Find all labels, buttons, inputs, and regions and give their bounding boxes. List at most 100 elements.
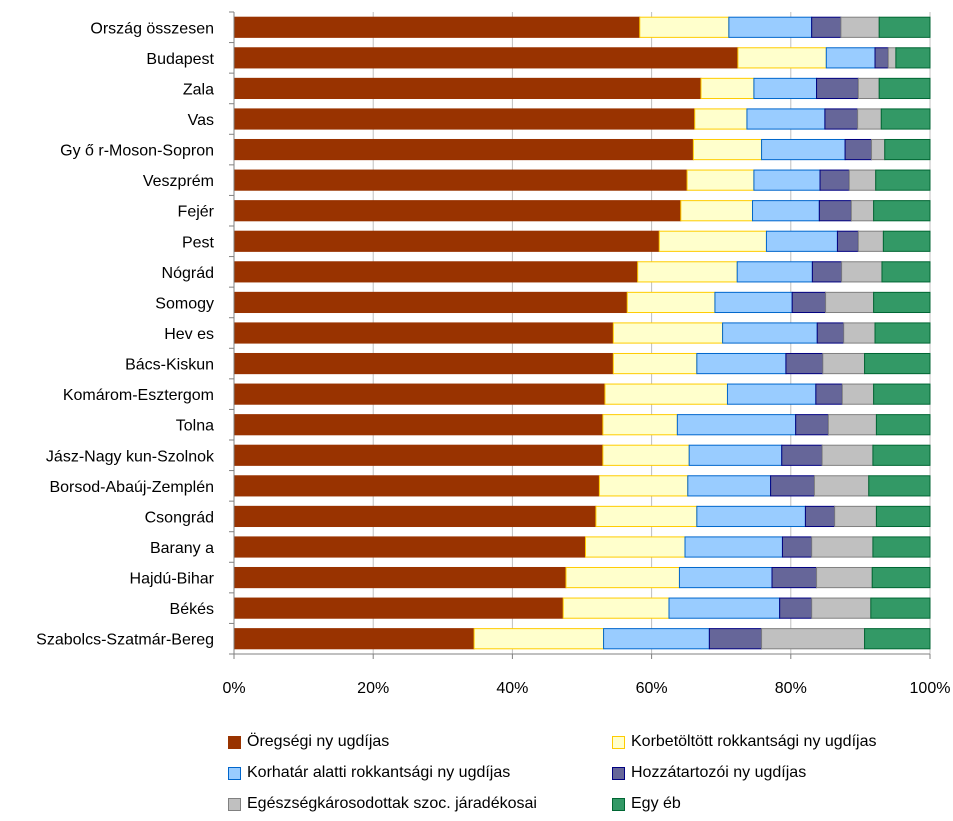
bar-segment	[850, 200, 875, 222]
bar-segment	[779, 597, 813, 619]
legend-item: Egészségkárosodottak szoc. járadékosai	[228, 795, 537, 813]
category-label: Zala	[183, 81, 214, 98]
bar-segment	[233, 291, 628, 314]
category-label: Vas	[188, 112, 214, 129]
bar-segment	[233, 475, 600, 497]
bar-segment	[816, 566, 873, 589]
bar-segment	[821, 444, 874, 466]
bar-segment	[882, 230, 931, 252]
legend-swatch	[228, 797, 241, 811]
bar-segment	[612, 322, 724, 344]
category-label: Pest	[182, 234, 215, 251]
bar-segment	[881, 261, 931, 283]
legend-item: Korbetöltött rokkantsági ny ugdíjas	[612, 733, 876, 751]
legend-swatch	[612, 735, 625, 749]
bar-segment	[602, 444, 690, 466]
bar-segment	[233, 566, 567, 589]
bar-segment	[834, 505, 877, 528]
bar-segment	[603, 628, 710, 650]
bar-segment	[708, 628, 763, 650]
bar-segment	[637, 261, 738, 283]
bar-segment	[872, 444, 931, 466]
bar-segment	[233, 261, 639, 283]
x-tick-label: 0%	[222, 680, 245, 697]
bar-segment	[700, 77, 755, 100]
bar-segment	[791, 291, 827, 314]
category-label: Jász-Nagy kun-Szolnok	[46, 448, 215, 465]
bar-segment	[864, 628, 931, 650]
bar-segment	[771, 566, 818, 589]
bar-segment	[694, 108, 748, 130]
bar-segment	[864, 352, 931, 375]
bar-segment	[692, 138, 763, 161]
bar-segment	[584, 536, 686, 558]
legend-label: Egy éb	[631, 795, 681, 812]
bar-segment	[873, 291, 931, 314]
bar-segment	[873, 200, 931, 222]
bar-segment	[871, 138, 886, 161]
x-tick-label: 100%	[910, 680, 951, 697]
axis	[229, 11, 931, 659]
bar-segment	[753, 77, 818, 100]
bar-segment	[811, 536, 874, 558]
legend-item: Öregségi ny ugdíjas	[228, 733, 389, 751]
category-label: Szabolcs-Szatmár-Bereg	[36, 632, 214, 649]
x-tick-label: 20%	[357, 680, 389, 697]
legend-item: Korhatár alatti rokkantsági ny ugdíjas	[228, 764, 510, 782]
category-label: Gy ő r-Moson-Sopron	[60, 143, 214, 160]
bar-segment	[562, 597, 670, 619]
bar-segment	[895, 47, 931, 69]
bar-segment	[626, 291, 716, 314]
bar-segment	[736, 261, 813, 283]
bar-segment	[761, 628, 866, 650]
bar-segment	[770, 475, 815, 497]
bar-segment	[878, 77, 931, 100]
bar-segment	[811, 16, 842, 38]
category-label: Nógrád	[162, 265, 214, 282]
bar-segment	[233, 230, 660, 252]
bar-segment	[473, 628, 605, 650]
bar-segment	[857, 230, 884, 252]
bar-segment	[668, 597, 781, 619]
bar-segment	[841, 383, 875, 405]
bar-segment	[737, 47, 827, 69]
bar-segment	[746, 108, 826, 130]
bar-segment	[714, 291, 793, 314]
bar-segment	[873, 383, 931, 405]
category-label: Hev es	[164, 326, 214, 343]
bar-segment	[827, 414, 877, 436]
bar-segment	[233, 108, 696, 130]
bar-segment	[816, 322, 845, 344]
category-label: Fejér	[178, 204, 215, 221]
tick-labels: 0% 20% 40% 60% 80% 100%	[222, 680, 950, 697]
category-label: Komárom-Esztergom	[63, 387, 214, 404]
bar-segment	[813, 475, 870, 497]
bar-segment	[875, 505, 931, 528]
bar-segment	[233, 505, 597, 528]
bar-segment	[765, 230, 838, 252]
bar-segment	[233, 200, 682, 222]
bar-segment	[819, 169, 850, 191]
bar-segment	[871, 566, 931, 589]
bar-segment	[815, 383, 843, 405]
bar-segment	[658, 230, 767, 252]
bar-segment	[816, 77, 859, 100]
bar-segment	[825, 47, 876, 69]
category-label: Csongrád	[145, 509, 214, 526]
legend-label: Korbetöltött rokkantsági ny ugdíjas	[631, 733, 877, 750]
bar-segment	[880, 108, 931, 130]
bar-segment	[753, 169, 821, 191]
category-label: Barany a	[150, 540, 214, 557]
bars	[233, 16, 931, 650]
bar-segment	[565, 566, 680, 589]
bar-segment	[684, 536, 783, 558]
bar-segment	[875, 169, 931, 191]
bar-segment	[233, 169, 688, 191]
bar-segment	[825, 291, 875, 314]
legend-swatch	[612, 766, 625, 780]
bar-segment	[233, 138, 694, 161]
stacked-bar-chart: Ország összesen Budapest Zala Vas Gy ő r-Mos…	[36, 11, 950, 697]
bar-segment	[233, 414, 604, 436]
legend-label: Öregségi ny ugdíjas	[247, 733, 390, 750]
bar-segment	[598, 475, 689, 497]
